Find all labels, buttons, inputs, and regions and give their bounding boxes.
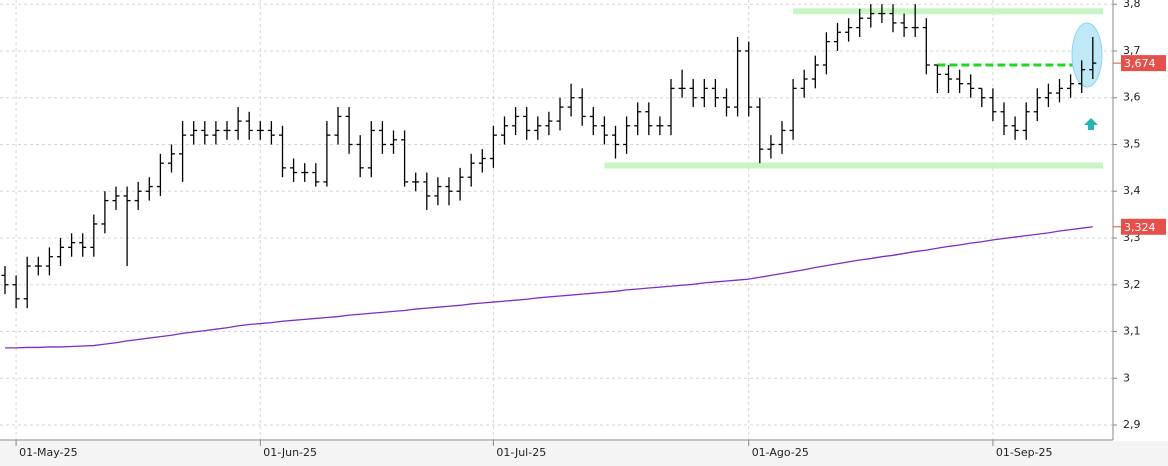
x-tick-label: 01-Jul-25	[496, 446, 546, 459]
y-tick-label: 3,8	[1123, 0, 1141, 10]
x-tick-label: 01-Sep-25	[996, 446, 1053, 459]
y-tick-label: 3,7	[1123, 44, 1141, 57]
y-tick-label: 2,9	[1123, 418, 1141, 431]
y-tick-label: 3	[1123, 371, 1130, 384]
price-label-box	[1121, 55, 1166, 72]
price-label: 3,674	[1124, 57, 1156, 70]
y-tick-label: 3,4	[1123, 184, 1141, 197]
ma-label: 3,324	[1124, 221, 1156, 234]
ma-label-box	[1121, 218, 1166, 235]
y-tick-label: 3,2	[1123, 278, 1141, 291]
bars	[1, 4, 1097, 349]
x-tick-label: 01-Ago-25	[752, 446, 809, 459]
x-tick-label: 01-May-25	[19, 446, 77, 459]
y-tick-label: 3,5	[1123, 137, 1141, 150]
highlight-ellipse	[1071, 22, 1103, 88]
y-tick-label: 3,1	[1123, 325, 1141, 338]
y-tick-label: 3,6	[1123, 91, 1141, 104]
x-tick-label: 01-Jun-25	[263, 446, 317, 459]
up-arrow	[1084, 118, 1098, 130]
moving-average	[5, 226, 1093, 349]
x-axis-band	[0, 441, 1168, 466]
axes: 2,933,13,23,33,43,53,63,73,801-May-25 01-…	[15, 0, 1166, 459]
